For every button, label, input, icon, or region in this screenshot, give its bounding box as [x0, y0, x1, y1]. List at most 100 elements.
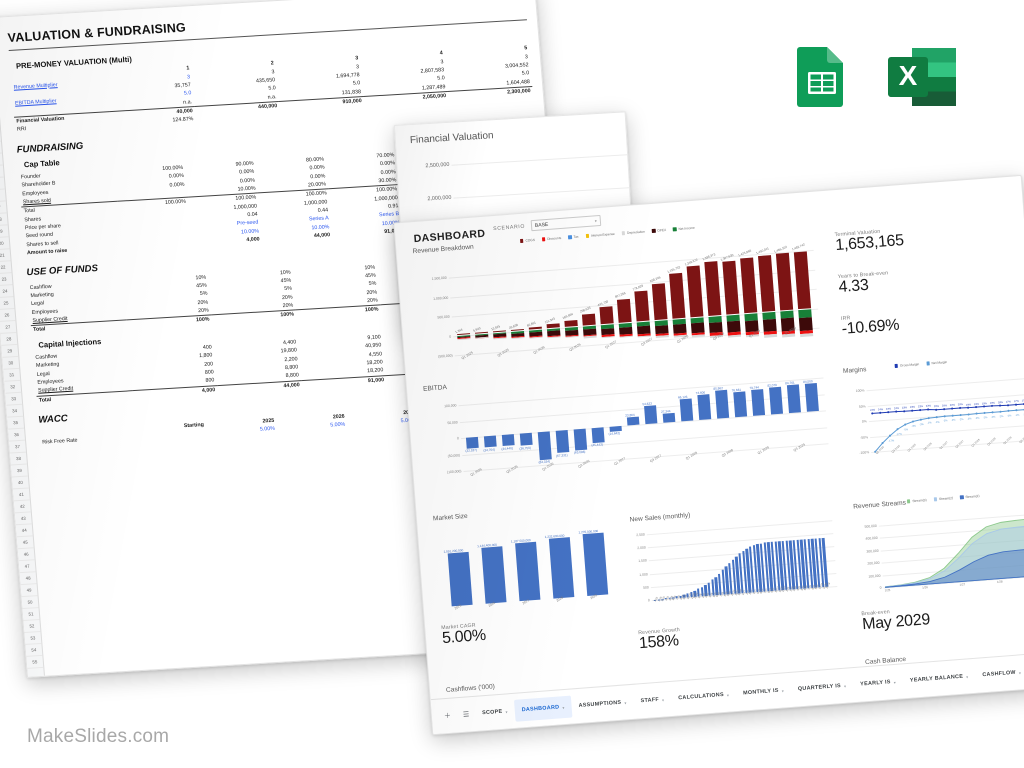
sheet-tab-calculations[interactable]: CALCULATIONS ▾: [670, 683, 737, 710]
break-even-kpi: Break-even May 2029: [861, 600, 1012, 634]
bar-data-label: 84,761: [785, 380, 795, 386]
bar-data-label: 54,833: [642, 401, 652, 407]
line-data-label: -2%: [982, 416, 988, 420]
axis-tick-label: 500,000: [437, 314, 450, 320]
terminal-valuation-kpi: Terminal Valuation 1,653,165: [834, 221, 985, 255]
bar-segment: [457, 337, 471, 340]
dashboard-sheet[interactable]: DASHBOARD SCENARIO BASE ▾ Revenue Breakd…: [393, 174, 1024, 736]
chevron-down-icon[interactable]: ▾: [562, 704, 565, 710]
line-data-label: 23%: [925, 404, 932, 409]
row-number: 53: [24, 632, 42, 645]
bar: [573, 428, 588, 451]
line-data-label: 24%: [893, 406, 900, 411]
bar-segment: [757, 255, 776, 313]
axis-tick-label: Q1 2027: [613, 456, 627, 467]
sheet-tab-yearly-balance[interactable]: YEARLY BALANCE ▾: [902, 665, 976, 692]
row-number: 34: [6, 404, 24, 418]
bar: [626, 416, 640, 426]
add-sheet-icon[interactable]: ＋: [443, 712, 452, 721]
sheet-tab-label: YEARLY IS: [860, 679, 891, 688]
chevron-down-icon[interactable]: ▾: [781, 687, 785, 694]
axis-tick-label: Q1 2029: [756, 445, 770, 456]
bar: [483, 435, 497, 448]
chevron-down-icon[interactable]: ▾: [893, 679, 897, 685]
legend-swatch: [933, 497, 938, 502]
line-data-label: -2%: [950, 418, 956, 423]
bar: [804, 383, 819, 412]
sheet-tab-monthly-is[interactable]: MONTHLY IS ▾: [735, 679, 791, 705]
chevron-down-icon[interactable]: ▾: [624, 699, 627, 705]
bar-data-label: 23,864: [625, 413, 635, 418]
axis-tick-label: 1/26: [921, 585, 928, 590]
bar-segment: [775, 253, 794, 312]
row-number: 43: [14, 512, 32, 526]
axis-tick-label: Q3 2025: [505, 464, 519, 475]
row-number: 50: [21, 596, 39, 610]
axis-tick-label: 2,000,000: [427, 194, 452, 203]
chart-plot: 2,500 2,000 1,500 1,000 500 0 1/25 2/25 3/25 4/25…: [630, 512, 838, 618]
row-number: 51: [22, 608, 40, 621]
row-number: 36: [8, 428, 26, 442]
legend-swatch: [959, 495, 964, 500]
chevron-down-icon[interactable]: ▾: [965, 673, 969, 679]
axis-tick-label: Q3 2026: [577, 458, 591, 469]
axis-tick-label: 500: [642, 585, 649, 590]
sheet-tab-label: QUARTERLY IS: [797, 683, 842, 693]
bar-segment: [704, 261, 722, 317]
bar: [481, 546, 507, 604]
row-number: 38: [10, 452, 27, 466]
row-number: 46: [17, 548, 35, 562]
row-number: 55: [26, 655, 44, 669]
row-number: 21: [0, 249, 11, 263]
bar-segment: [722, 260, 740, 316]
bar-segment: [547, 336, 561, 339]
axis-tick-label: Q1 2025: [460, 350, 474, 361]
bar-segment: [601, 335, 615, 339]
sheet-tab-yearly-is[interactable]: YEARLY IS ▾: [852, 670, 903, 696]
bar-segment: [798, 316, 813, 332]
scenario-dropdown[interactable]: BASE ▾: [530, 214, 602, 232]
chevron-down-icon[interactable]: ▾: [1018, 669, 1022, 675]
chevron-down-icon[interactable]: ▾: [661, 696, 665, 703]
chevron-down-icon: ▾: [594, 218, 597, 224]
bar: [501, 434, 515, 447]
bar: [786, 384, 801, 414]
sheet-tab-quarterly-is[interactable]: QUARTERLY IS ▾: [790, 674, 854, 701]
microsoft-excel-icon[interactable]: X: [884, 44, 960, 110]
gridline: [646, 520, 833, 536]
line-data-label: 20%: [933, 405, 940, 409]
chevron-down-icon[interactable]: ▾: [843, 683, 847, 689]
bar-data-label: 76,681: [731, 387, 742, 393]
revenue-breakdown-panel: Revenue Breakdown COGS Discounts Tax Intere…: [412, 218, 821, 376]
margins-lines: [871, 403, 1024, 453]
row-number: 47: [18, 560, 36, 574]
bar: [769, 386, 783, 415]
sheet-tab-dashboard[interactable]: DASHBOARD ▾: [513, 695, 573, 722]
scenario-value: BASE: [534, 221, 549, 229]
bar-segment: [655, 335, 669, 338]
line-data-label: 20%: [949, 403, 956, 408]
line-data-label: -17%: [895, 432, 902, 436]
sheet-tab-staff[interactable]: STAFF ▾: [633, 688, 672, 713]
bar-segment: [793, 251, 812, 310]
chevron-down-icon[interactable]: ▾: [505, 708, 508, 715]
row-number: 20: [0, 237, 10, 251]
google-sheets-icon[interactable]: [789, 44, 855, 110]
sheet-tab-scope[interactable]: SCOPE ▾: [474, 700, 515, 725]
all-sheets-icon[interactable]: ☰: [462, 711, 470, 719]
bar-segment: [686, 265, 704, 318]
ebitda-panel: EBITDA 100,000 50,000 0 (50,000) (100,000) (3…: [423, 356, 831, 504]
legend-label: OPEX: [657, 227, 667, 233]
chart-plot: 1,500,000 1,000,000 500,000 0 (500,000) 1,344…: [413, 232, 820, 376]
axis-tick-label: 1/28: [996, 579, 1003, 584]
dashboard-charts-grid: Revenue Breakdown COGS Discounts Tax Intere…: [396, 198, 1024, 700]
bar: [751, 388, 765, 416]
sheet-tab-label: SCOPE: [481, 708, 503, 717]
sheet-tab-assumptions[interactable]: ASSUMPTIONS ▾: [571, 691, 635, 718]
sheet-tab-cashflow[interactable]: CASHFLOW ▾: [975, 661, 1024, 687]
legend-swatch: [520, 239, 524, 243]
axis-tick-label: Q1 2026: [532, 345, 546, 355]
bar: [715, 389, 730, 419]
bar-data-label: 85,862: [713, 385, 724, 391]
chevron-down-icon[interactable]: ▾: [726, 692, 730, 698]
